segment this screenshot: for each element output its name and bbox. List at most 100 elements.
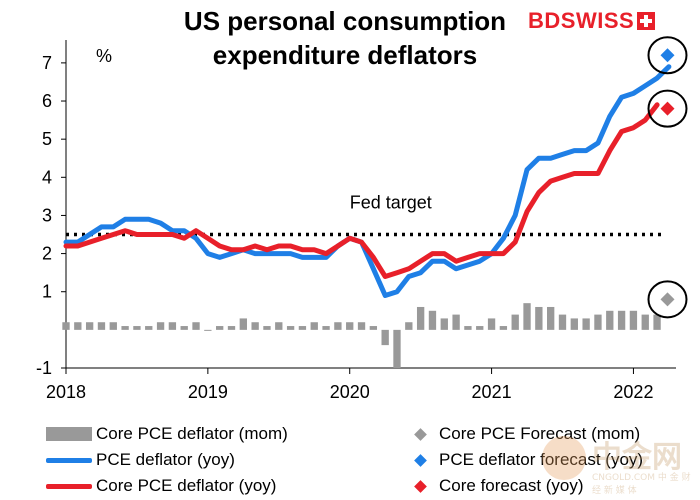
- bar-core-pce-mom: [558, 314, 567, 330]
- bar-core-pce-mom: [227, 326, 236, 330]
- bar-core-pce-mom: [594, 314, 602, 330]
- watermark: 中金网 CNGOLD.COM 中 金 财 经 新 媒 体: [542, 430, 692, 496]
- bar-core-pce-mom: [428, 310, 437, 330]
- forecast-highlight-circle: [647, 89, 688, 128]
- x-tick-label: 2022: [613, 382, 653, 402]
- legend-label: Core forecast (yoy): [439, 476, 584, 495]
- x-tick-label: 2019: [188, 382, 228, 402]
- bar-core-pce-mom: [487, 318, 496, 330]
- legend-line-swatch: [46, 457, 92, 463]
- x-tick-label: 2018: [46, 382, 86, 402]
- legend-line-swatch: [46, 483, 92, 489]
- bar-core-pce-mom: [499, 326, 508, 330]
- y-tick-label: 6: [42, 91, 52, 111]
- legend-item-core-mom: Core PCE deflator (mom): [46, 423, 288, 445]
- series-line-core-pce-yoy: [63, 102, 660, 279]
- bar-core-pce-mom: [369, 326, 378, 330]
- bar-core-pce-mom: [168, 322, 177, 330]
- chart-title-line-2: expenditure deflators: [212, 40, 478, 70]
- bar-core-pce-mom: [511, 314, 519, 330]
- bar-core-pce-mom: [416, 306, 425, 330]
- logo-swiss-text: SWISS: [560, 8, 635, 33]
- bar-core-pce-mom: [582, 318, 590, 330]
- bar-core-pce-mom: [180, 326, 188, 330]
- bar-core-pce-mom: [476, 326, 484, 330]
- bar-core-pce-mom: [62, 322, 70, 330]
- legend-item-core-yoy: Core PCE deflator (yoy): [46, 475, 276, 497]
- bar-core-pce-mom: [310, 322, 318, 330]
- bar-core-pce-mom: [535, 306, 543, 330]
- watermark-text: 中金网: [592, 440, 682, 475]
- y-tick-label: 5: [42, 129, 52, 149]
- bar-core-pce-mom: [570, 318, 578, 330]
- bar-core-pce-mom: [133, 326, 141, 330]
- legend-label: Core PCE deflator (mom): [96, 424, 288, 443]
- legend-label: PCE deflator (yoy): [96, 450, 235, 469]
- forecast-diamond-marker: [660, 48, 675, 63]
- bar-core-pce-mom: [121, 326, 129, 330]
- bar-core-pce-mom: [641, 314, 649, 330]
- bar-core-pce-mom: [653, 314, 661, 330]
- y-tick-label: 7: [42, 53, 52, 73]
- bar-core-pce-mom: [464, 326, 472, 330]
- bar-core-pce-mom: [357, 322, 366, 330]
- bar-core-pce-mom: [452, 314, 460, 330]
- bar-core-pce-mom: [523, 303, 531, 330]
- forecast-highlight-circle: [647, 280, 688, 319]
- forecast-diamond-marker: [660, 292, 675, 307]
- bar-core-pce-mom: [298, 326, 307, 330]
- series-line-pce-yoy: [63, 64, 672, 298]
- y-tick-label: 1: [42, 282, 52, 302]
- bar-core-pce-mom: [286, 326, 295, 330]
- bar-core-pce-mom: [251, 322, 259, 330]
- legend-label: Core PCE Forecast (mom): [439, 424, 641, 443]
- bar-core-pce-mom: [192, 322, 200, 330]
- bar-core-pce-mom: [393, 329, 401, 368]
- bar-core-pce-mom: [334, 322, 342, 330]
- y-tick-label: -1: [36, 358, 52, 378]
- y-tick-label: 3: [42, 205, 52, 225]
- bar-core-pce-mom: [239, 318, 247, 330]
- bar-core-pce-mom: [204, 329, 212, 331]
- bar-core-pce-mom: [440, 318, 448, 330]
- bar-core-pce-mom: [405, 322, 413, 330]
- forecast-diamond-marker: [660, 101, 675, 116]
- forecast-highlight-circle: [647, 36, 688, 75]
- bar-core-pce-mom: [617, 310, 626, 330]
- bdswiss-logo: BDSWISS: [528, 8, 656, 34]
- watermark-logo-icon: [542, 436, 586, 480]
- bar-core-pce-mom: [74, 322, 82, 330]
- watermark-subtext: CNGOLD.COM 中 金 财 经 新 媒 体: [592, 473, 691, 496]
- legend-item-core-forecast-mom: Core PCE Forecast (mom): [410, 423, 640, 445]
- swiss-cross-icon: [637, 12, 656, 30]
- fed-target-label: Fed target: [350, 193, 432, 213]
- legend-bar-swatch: [46, 427, 92, 441]
- x-tick-label: 2021: [472, 382, 512, 402]
- bar-core-pce-mom: [346, 322, 354, 330]
- bar-core-pce-mom: [322, 326, 330, 330]
- legend-diamond-icon: [414, 479, 427, 493]
- bar-core-pce-mom: [275, 322, 283, 330]
- logo-bd-text: BD: [528, 8, 561, 33]
- y-axis-unit-label: %: [96, 46, 112, 66]
- bar-core-pce-mom: [109, 322, 117, 330]
- bar-core-pce-mom: [97, 322, 106, 330]
- x-tick-label: 2020: [330, 382, 370, 402]
- bar-core-pce-mom: [85, 322, 94, 330]
- legend-diamond-icon: [414, 427, 427, 441]
- legend-item-pce-forecast: PCE deflator forecast (yoy): [410, 449, 643, 471]
- bar-core-pce-mom: [156, 322, 165, 330]
- bar-core-pce-mom: [606, 310, 614, 330]
- legend-label: Core PCE deflator (yoy): [96, 476, 277, 495]
- y-tick-label: 4: [42, 167, 52, 187]
- y-tick-label: 2: [42, 244, 52, 264]
- legend-item-pce-yoy: PCE deflator (yoy): [46, 449, 235, 471]
- chart-title-line-1: US personal consumption: [183, 6, 507, 36]
- legend-item-core-forecast: Core forecast (yoy): [410, 475, 584, 497]
- bar-core-pce-mom: [145, 326, 153, 330]
- legend-diamond-icon: [414, 453, 427, 467]
- bar-core-pce-mom: [263, 326, 271, 330]
- legend-label: PCE deflator forecast (yoy): [439, 450, 644, 469]
- bar-core-pce-mom: [629, 310, 638, 330]
